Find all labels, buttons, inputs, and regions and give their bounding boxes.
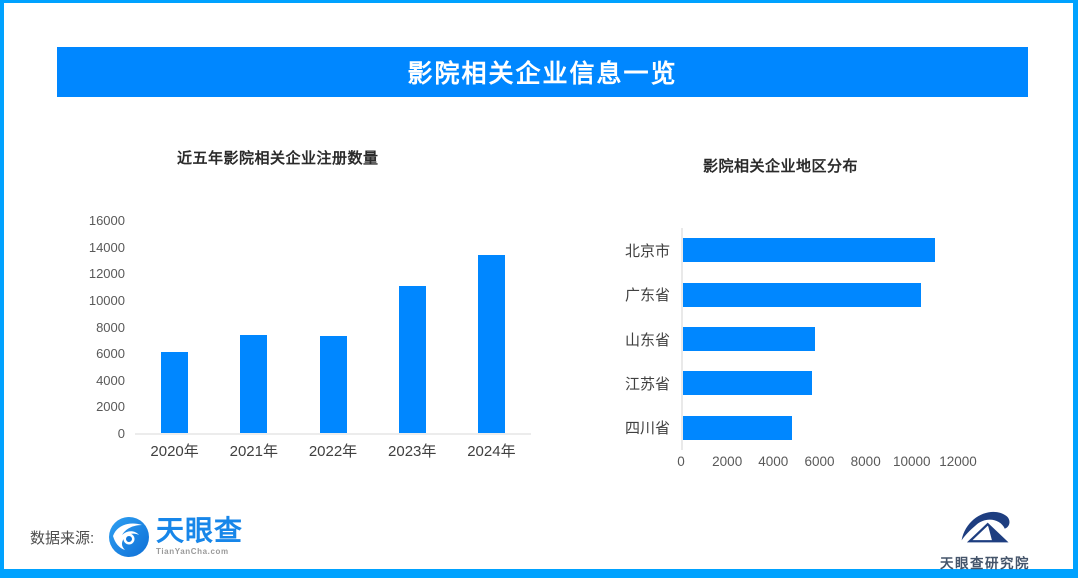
y-axis-tick-label: 2000 <box>96 399 125 415</box>
y-axis-tick-label: 12000 <box>88 266 125 282</box>
tianyancha-logo: 天眼查 TianYanCha.com <box>108 516 243 558</box>
y-axis-category-labels: 北京市广东省山东省江苏省四川省 <box>620 228 670 450</box>
tianyancha-logo-text: 天眼查 TianYanCha.com <box>156 515 244 557</box>
x-axis-tick-label: 6000 <box>804 454 835 469</box>
x-axis-category-label: 2020年 <box>150 443 199 460</box>
y-axis-tick-label: 0 <box>117 426 125 441</box>
chart-title-registrations: 近五年影院相关企业注册数量 <box>177 150 379 167</box>
x-axis-tick-labels: 0 2000 4000 6000 8000 10000 12000 <box>677 454 981 472</box>
tianyancha-eye-icon <box>109 517 149 557</box>
bar-slot <box>135 221 214 433</box>
x-axis-tick-label: 12000 <box>939 454 977 469</box>
vertical-bar <box>319 336 347 433</box>
chart-title-regions: 影院相关企业地区分布 <box>703 158 859 175</box>
bar-slot <box>373 221 452 433</box>
vertical-bar <box>477 255 505 433</box>
x-axis-tick-label: 10000 <box>893 454 931 469</box>
x-axis-tick-label: 8000 <box>850 454 881 469</box>
category-label: 山东省 <box>624 331 670 349</box>
x-axis-category-label: 2021年 <box>229 443 278 460</box>
x-axis-tick-label: 0 <box>677 454 685 469</box>
y-axis-tick-label: 6000 <box>96 346 125 362</box>
bar-row <box>683 361 983 405</box>
bar-row <box>683 272 983 316</box>
horizontal-bar <box>683 282 921 307</box>
x-axis-tick-label: 4000 <box>758 454 789 469</box>
vertical-bar <box>398 285 426 433</box>
bar-row <box>683 406 983 450</box>
vertical-bar <box>240 334 268 433</box>
horizontal-bar-plot-area <box>681 228 983 450</box>
horizontal-bar <box>683 327 815 352</box>
x-axis-category-label: 2022年 <box>308 443 358 460</box>
y-axis-tick-labels: 16000 14000 12000 10000 8000 6000 4000 2000 0 <box>75 213 125 441</box>
data-source-label: 数据来源: <box>30 530 95 547</box>
y-axis-tick-label: 4000 <box>96 372 125 388</box>
y-axis-tick-label: 8000 <box>96 319 125 335</box>
horizontal-bar <box>683 415 792 440</box>
research-institute-icon <box>961 511 1010 543</box>
x-axis-tick-label: 2000 <box>712 454 743 469</box>
registrations-bar-chart: 近五年影院相关企业注册数量 16000 14000 12000 10000 8000 60… <box>75 140 555 480</box>
page-title: 影院相关企业信息一览 <box>407 60 678 88</box>
bar-row <box>683 228 983 272</box>
research-institute-logo: 天眼查研究院 <box>925 504 1045 572</box>
category-label: 四川省 <box>624 420 670 438</box>
bar-slot <box>293 221 372 433</box>
tianyancha-logo-domain: TianYanCha.com <box>156 547 229 556</box>
category-label: 北京市 <box>624 242 670 260</box>
region-bar-chart: 影院相关企业地区分布 北京市广东省山东省江苏省四川省 0 2000 4000 6000… <box>620 140 1050 490</box>
bar-slot <box>214 221 293 433</box>
x-axis-category-label: 2024年 <box>467 443 516 460</box>
research-institute-name: 天眼查研究院 <box>940 556 1030 571</box>
y-axis-tick-label: 16000 <box>88 213 125 228</box>
horizontal-bar <box>683 238 935 263</box>
x-axis-category-label: 2023年 <box>388 443 437 460</box>
vertical-bar <box>161 352 189 433</box>
category-label: 江苏省 <box>624 375 670 393</box>
tianyancha-logo-name: 天眼查 <box>156 515 244 546</box>
header-banner: 影院相关企业信息一览 <box>57 47 1028 97</box>
y-axis-tick-label: 14000 <box>88 239 125 255</box>
bar-slot <box>452 221 531 433</box>
horizontal-bar <box>683 371 813 396</box>
bar-row <box>683 317 983 361</box>
y-axis-tick-label: 10000 <box>88 292 125 308</box>
category-label: 广东省 <box>624 287 670 305</box>
x-axis-category-labels: 2020年 2021年 2022年 2023年 2024年 <box>135 440 531 461</box>
vertical-bar-plot-area <box>135 221 531 435</box>
